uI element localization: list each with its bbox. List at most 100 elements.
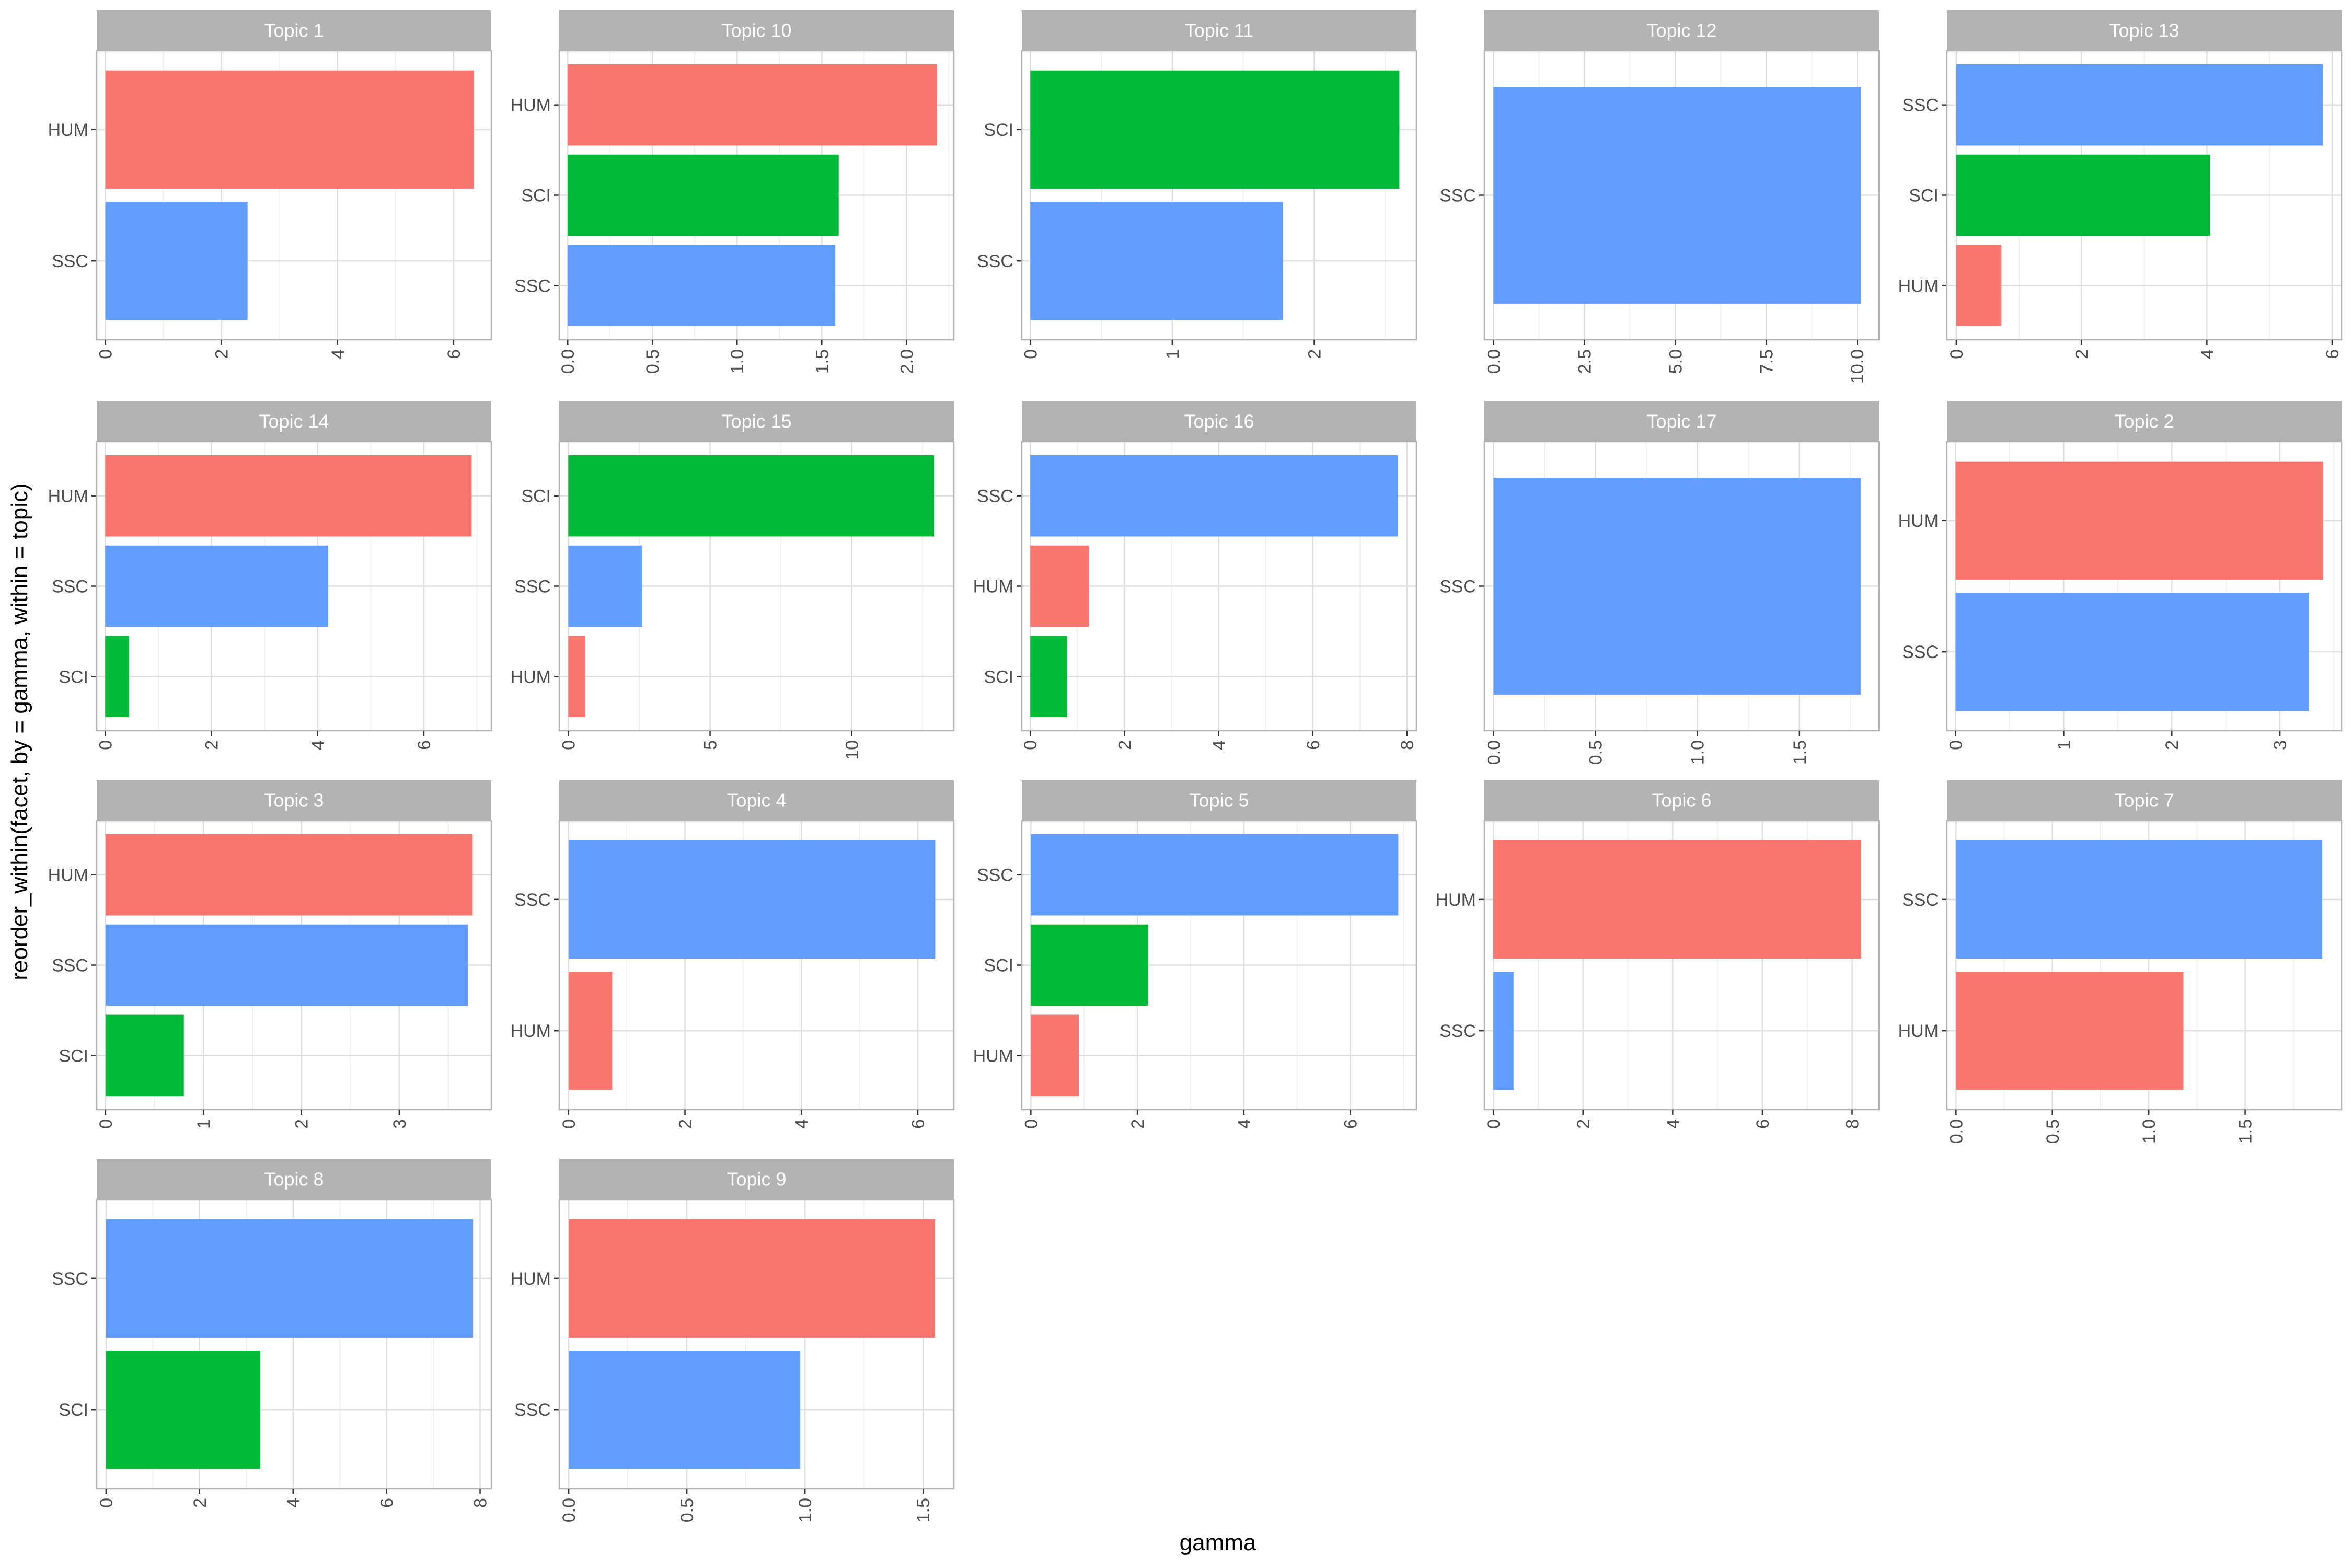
- facet-strip: [1022, 780, 1416, 821]
- bar-ssc: [105, 202, 248, 320]
- bar-sci: [1030, 636, 1067, 718]
- facet-title: Topic 7: [2114, 790, 2174, 811]
- x-tick-label: 1.5: [2236, 1119, 2256, 1144]
- x-tick-label: 6: [444, 349, 464, 359]
- bar-sci: [1956, 154, 2210, 236]
- x-tick-label: 1.5: [812, 349, 832, 374]
- bar-sci: [568, 154, 839, 236]
- x-tick-label: 2: [190, 1498, 210, 1508]
- bar-hum: [105, 70, 474, 189]
- facet-strip: [1947, 10, 2342, 51]
- panel-border: [96, 50, 492, 341]
- bar-hum: [569, 1219, 935, 1338]
- x-tick-label: 0: [96, 740, 116, 750]
- panel-border: [96, 820, 492, 1111]
- facet-strip: [97, 401, 491, 442]
- x-tick-label: 1.5: [914, 1498, 933, 1523]
- bar-hum: [1030, 545, 1089, 627]
- x-tick-label: 1.0: [1688, 740, 1708, 765]
- x-tick-label: 1.5: [1790, 740, 1810, 765]
- x-tick-label: 0.0: [558, 349, 578, 374]
- panel-border: [1946, 441, 2343, 732]
- x-tick-label: 0.0: [1484, 740, 1504, 765]
- bar-ssc: [1030, 202, 1283, 320]
- facet-strip: [97, 780, 491, 821]
- bar-ssc: [1493, 972, 1514, 1090]
- facet-panel: Topic 2 HUM SSC 0 1 2 3: [1898, 401, 2343, 750]
- y-tick-label: SSC: [1439, 186, 1476, 206]
- x-tick-label: 0.5: [643, 349, 663, 374]
- y-tick-label: SSC: [1439, 1021, 1476, 1041]
- panel-border: [96, 1198, 492, 1490]
- facet-strip: [1484, 10, 1879, 51]
- facet-title: Topic 8: [264, 1169, 324, 1190]
- facet-strip: [1022, 10, 1416, 51]
- x-tick-label: 0: [1021, 1119, 1041, 1129]
- x-tick-label: 0.5: [2043, 1119, 2063, 1144]
- y-tick-label: SSC: [977, 866, 1013, 885]
- facet-title: Topic 6: [1652, 790, 1711, 811]
- facet-panel: Topic 10 HUM SCI SSC 0.0 0.5 1.0 1.5 2.0: [511, 10, 955, 374]
- x-tick-label: 1: [1163, 349, 1183, 359]
- x-tick-label: 0: [1021, 740, 1041, 750]
- x-tick-label: 4: [2197, 349, 2217, 359]
- panel-border: [1946, 50, 2343, 341]
- x-tick-label: 6: [1304, 740, 1323, 750]
- x-tick-label: 2: [676, 1119, 696, 1129]
- bar-hum: [568, 64, 937, 146]
- y-tick-label: SSC: [52, 577, 88, 597]
- y-tick-label: SSC: [1902, 642, 1939, 662]
- facet-title: Topic 14: [259, 411, 329, 432]
- x-tick-label: 0.5: [1586, 740, 1606, 765]
- facet-title: Topic 3: [264, 790, 324, 811]
- facet-panel: Topic 14 HUM SSC SCI 0 2 4 6: [48, 401, 492, 750]
- x-tick-label: 8: [1398, 740, 1417, 750]
- y-axis-title: reorder_within(facet, by = gamma, within…: [7, 483, 32, 980]
- x-tick-label: 1: [2054, 740, 2074, 750]
- facet-strip: [1947, 401, 2342, 442]
- x-tick-label: 6: [2323, 349, 2343, 359]
- facet-panel: Topic 12 SSC 0.0 2.5 5.0 7.5 10.0: [1439, 10, 1880, 384]
- bar-ssc: [568, 840, 936, 959]
- x-tick-label: 6: [377, 1498, 397, 1508]
- facet-panel: Topic 16 SSC HUM SCI 0 2 4 6 8: [973, 401, 1417, 750]
- facet-title: Topic 13: [2109, 20, 2179, 41]
- y-tick-label: SSC: [1902, 890, 1939, 910]
- x-tick-label: 4: [308, 740, 328, 750]
- facet-strip: [1484, 401, 1879, 442]
- bar-ssc: [1956, 64, 2323, 146]
- x-tick-label: 8: [1843, 1119, 1863, 1129]
- x-tick-label: 4: [1235, 1119, 1254, 1129]
- bar-sci: [1031, 924, 1148, 1006]
- y-tick-label: SCI: [59, 667, 88, 687]
- y-tick-label: HUM: [1436, 890, 1476, 910]
- panel-border: [558, 820, 955, 1111]
- x-tick-label: 1.0: [795, 1498, 815, 1523]
- x-tick-label: 3: [2270, 740, 2290, 750]
- x-tick-label: 5.0: [1666, 349, 1686, 374]
- x-tick-label: 0: [1947, 349, 1967, 359]
- x-tick-label: 2.5: [1575, 349, 1595, 374]
- x-tick-label: 2: [292, 1119, 312, 1129]
- facet-title: Topic 15: [721, 411, 791, 432]
- facet-title: Topic 10: [721, 20, 791, 41]
- bar-hum: [568, 636, 585, 718]
- panel-border: [1483, 441, 1880, 732]
- x-tick-label: 0: [559, 1119, 579, 1129]
- y-tick-label: HUM: [511, 667, 551, 687]
- x-tick-label: 0: [96, 349, 116, 359]
- facet-strip: [97, 10, 491, 51]
- x-tick-label: 0: [1484, 1119, 1504, 1129]
- x-tick-label: 4: [792, 1119, 812, 1129]
- x-tick-label: 2: [212, 349, 232, 359]
- y-tick-label: SSC: [514, 890, 551, 910]
- bar-ssc: [1493, 87, 1861, 304]
- facet-title: Topic 16: [1184, 411, 1254, 432]
- x-tick-label: 2: [1305, 349, 1324, 359]
- y-tick-label: SSC: [977, 251, 1013, 271]
- x-tick-label: 0: [96, 1119, 116, 1129]
- bar-sci: [106, 1351, 261, 1469]
- x-tick-label: 1.0: [728, 349, 747, 374]
- x-tick-label: 4: [284, 1498, 304, 1508]
